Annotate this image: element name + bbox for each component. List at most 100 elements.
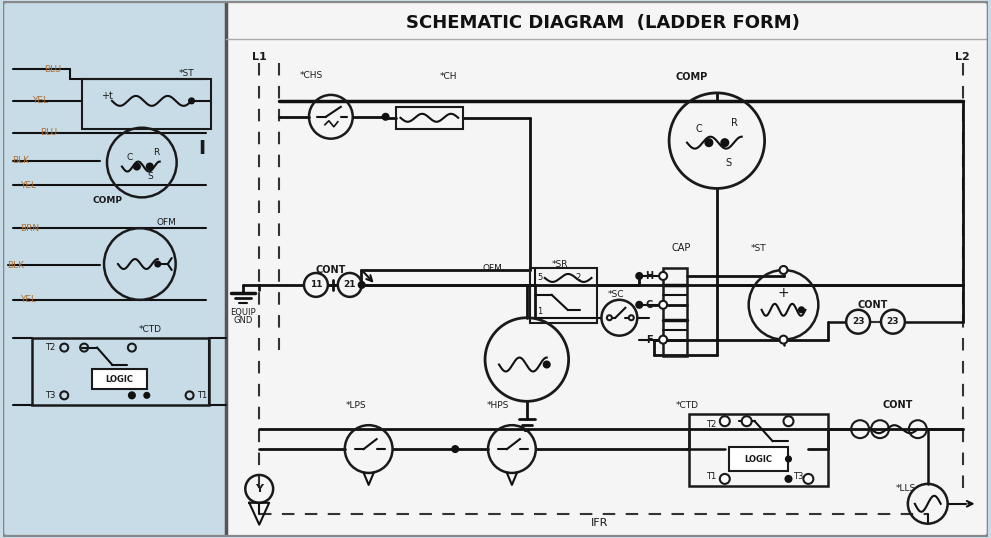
Circle shape [719,474,729,484]
Text: YEL: YEL [21,181,37,190]
Text: T1: T1 [197,391,208,400]
Bar [689,414,828,486]
Text: I: I [198,139,205,158]
Circle shape [452,446,458,452]
Circle shape [145,393,150,398]
Text: LOGIC: LOGIC [105,375,133,384]
Text: T2: T2 [706,420,716,429]
Text: T2: T2 [46,343,55,352]
Circle shape [629,315,634,320]
Text: +: + [778,286,789,300]
Circle shape [659,336,667,344]
Text: *SR: *SR [551,259,568,268]
Text: T1: T1 [706,472,716,482]
Text: YEL: YEL [33,96,49,105]
Text: CONT: CONT [316,265,346,275]
Bar [226,2,988,536]
Text: 5: 5 [537,273,542,282]
Circle shape [780,336,788,344]
Text: 21: 21 [344,280,356,289]
Bar [663,268,687,356]
Text: F: F [646,335,652,345]
Text: T3: T3 [46,391,55,400]
Text: *CHS: *CHS [299,70,323,80]
Circle shape [338,273,362,297]
Text: CONT: CONT [883,400,913,410]
Text: GND: GND [234,316,253,325]
Circle shape [359,282,365,288]
Text: 1: 1 [537,307,542,316]
Circle shape [780,266,788,274]
Text: BLU: BLU [45,65,61,74]
Circle shape [659,272,667,280]
Text: OFM: OFM [482,264,502,273]
Text: BLK: BLK [8,260,25,270]
Text: R: R [731,118,738,128]
Circle shape [147,164,153,169]
Text: *CTD: *CTD [676,401,699,410]
Text: COMP: COMP [676,72,709,82]
Text: CONT: CONT [858,300,888,310]
Circle shape [804,474,814,484]
Text: *LPS: *LPS [346,401,366,410]
Text: *CTD: *CTD [139,325,162,334]
Circle shape [786,476,792,482]
Circle shape [881,310,905,334]
Text: CAP: CAP [671,243,691,253]
Bar [530,268,598,323]
Text: S: S [725,158,731,167]
Text: Y: Y [256,484,264,494]
Text: S: S [147,172,153,181]
Text: C: C [127,153,133,162]
Circle shape [304,273,328,297]
Text: C: C [696,124,703,134]
Circle shape [706,139,713,146]
Circle shape [134,164,140,169]
Text: *HPS: *HPS [487,401,509,410]
Bar [728,447,789,471]
Circle shape [636,302,642,308]
Circle shape [156,261,161,266]
Circle shape [189,98,194,103]
Text: C: C [645,300,653,310]
Text: 2: 2 [575,273,580,282]
Bar [395,107,463,129]
Bar [82,79,211,129]
Text: IFR: IFR [591,518,608,528]
Text: 23: 23 [852,317,864,326]
Text: L2: L2 [955,52,970,62]
Circle shape [784,416,794,426]
Circle shape [659,301,667,309]
Text: LOGIC: LOGIC [744,455,773,464]
Text: *CH: *CH [439,72,457,81]
Text: SCHEMATIC DIAGRAM  (LADDER FORM): SCHEMATIC DIAGRAM (LADDER FORM) [405,15,800,32]
Text: EQUIP: EQUIP [231,308,256,317]
Circle shape [544,362,550,367]
Text: COMP: COMP [92,196,122,205]
Text: 23: 23 [887,317,899,326]
Text: L1: L1 [252,52,267,62]
Circle shape [636,273,642,279]
Text: *ST: *ST [751,244,766,253]
Text: T3: T3 [793,472,804,482]
Text: OFM: OFM [157,218,176,226]
Text: R: R [153,148,159,157]
Circle shape [786,457,791,462]
Circle shape [129,392,135,398]
Text: YEL: YEL [21,295,37,305]
Circle shape [383,114,388,120]
Text: BRN: BRN [21,224,40,233]
Text: H: H [645,271,653,281]
Text: BLK: BLK [13,156,30,165]
Circle shape [719,416,729,426]
Text: +t: +t [101,91,113,101]
Circle shape [741,416,751,426]
Bar [33,338,209,405]
Circle shape [799,307,804,312]
Text: BLU: BLU [41,128,57,137]
Circle shape [721,139,728,146]
Bar [92,370,147,390]
Text: *LLS: *LLS [896,484,916,493]
Text: *SC: *SC [608,291,624,299]
Circle shape [846,310,870,334]
